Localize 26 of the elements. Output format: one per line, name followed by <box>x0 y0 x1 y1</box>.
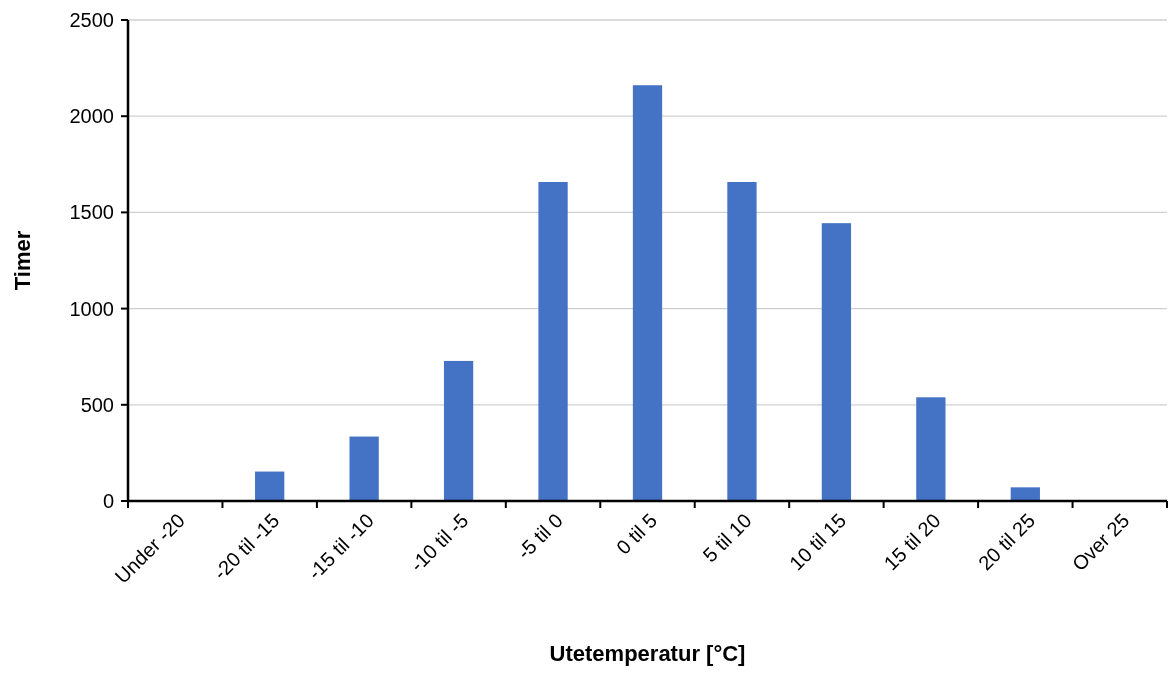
y-axis-title: Timer <box>10 230 35 291</box>
bar <box>538 182 568 501</box>
bar <box>1010 487 1040 501</box>
y-tick-label: 500 <box>80 393 114 416</box>
bar <box>821 223 852 501</box>
bar <box>349 436 379 501</box>
bar <box>255 471 285 501</box>
y-tick-label: 1500 <box>69 201 114 224</box>
x-tick-label: 0 til 5 <box>611 509 662 559</box>
x-tick-label: -15 til -10 <box>303 509 378 584</box>
x-tick-label: -10 til -5 <box>405 509 473 576</box>
x-tick-label: -20 til -15 <box>208 509 284 584</box>
x-tick-label: 20 til 25 <box>974 509 1040 575</box>
x-tick-label: -5 til 0 <box>512 509 567 564</box>
x-tick-label: 15 til 20 <box>879 509 945 575</box>
x-axis-title: Utetemperatur [°C] <box>549 641 746 666</box>
x-tick-label: 5 til 10 <box>698 509 756 567</box>
bar <box>727 182 757 501</box>
bar <box>916 397 946 501</box>
bar <box>443 360 474 501</box>
y-tick-label: 1000 <box>69 297 114 320</box>
y-tick-label: 2000 <box>69 105 114 128</box>
bar <box>632 85 663 501</box>
x-tick-label: 10 til 15 <box>785 509 851 575</box>
y-tick-label: 0 <box>102 490 114 512</box>
y-tick-label: 2500 <box>69 9 114 31</box>
